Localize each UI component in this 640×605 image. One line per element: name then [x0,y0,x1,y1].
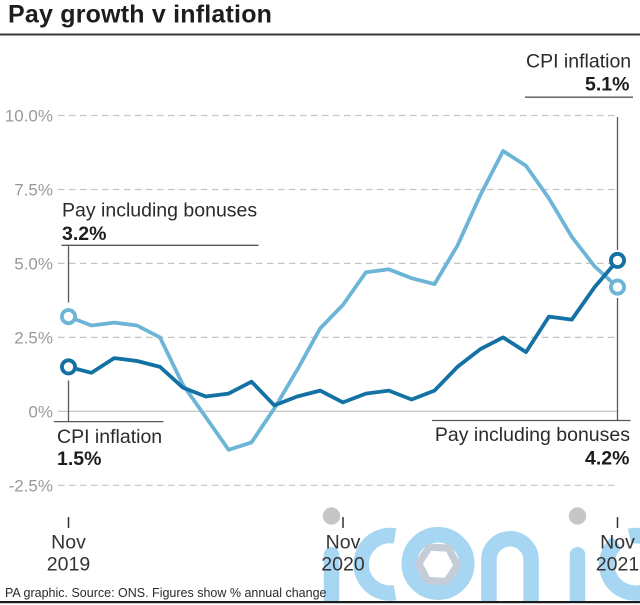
svg-text:Pay including bonuses: Pay including bonuses [62,200,257,222]
svg-text:2020: 2020 [321,554,365,576]
svg-text:2021: 2021 [596,554,639,576]
svg-text:PA graphic. Source: ONS. Figur: PA graphic. Source: ONS. Figures show % … [5,586,327,600]
svg-text:Nov: Nov [51,531,86,553]
svg-text:3.2%: 3.2% [62,223,106,245]
svg-text:-2.5%: -2.5% [9,476,53,495]
svg-text:Pay growth v inflation: Pay growth v inflation [8,1,272,29]
svg-text:10.0%: 10.0% [5,107,53,126]
svg-text:0%: 0% [28,402,53,421]
svg-text:1.5%: 1.5% [57,448,101,470]
svg-text:5.0%: 5.0% [14,254,53,273]
svg-text:5.1%: 5.1% [585,74,629,96]
svg-text:CPI inflation: CPI inflation [57,426,162,448]
svg-text:2.5%: 2.5% [14,328,53,347]
svg-text:Nov: Nov [326,531,361,553]
svg-text:CPI inflation: CPI inflation [526,51,631,73]
svg-text:2019: 2019 [47,554,90,576]
svg-text:Pay including bonuses: Pay including bonuses [435,424,630,446]
svg-text:7.5%: 7.5% [14,181,53,200]
svg-text:4.2%: 4.2% [585,447,629,469]
svg-text:Nov: Nov [600,531,635,553]
